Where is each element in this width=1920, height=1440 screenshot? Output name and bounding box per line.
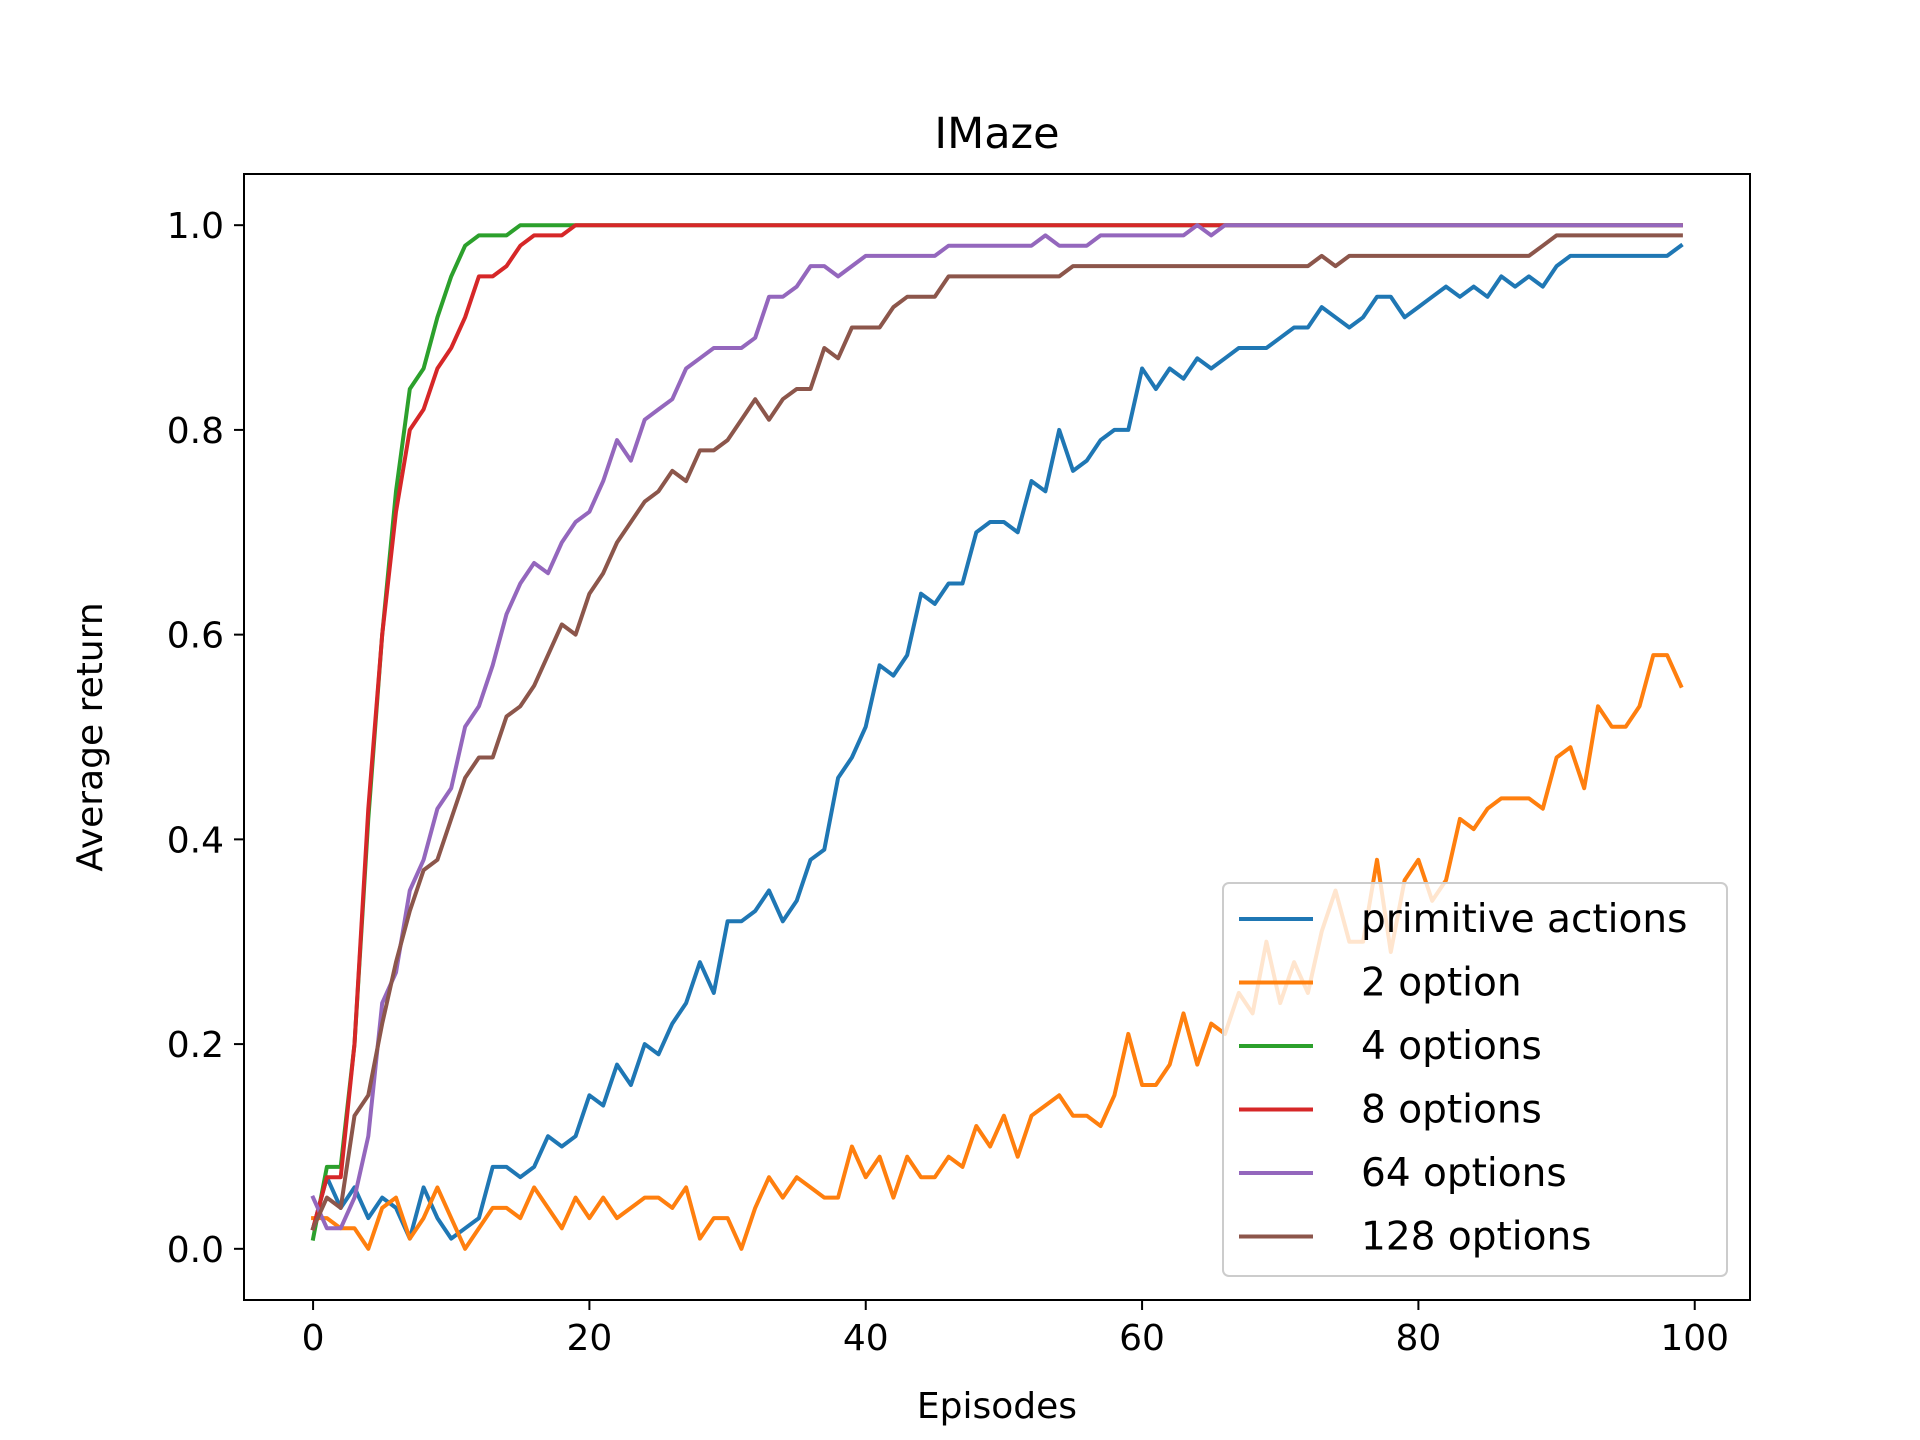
series-line-primitive-actions <box>310 242 1684 1241</box>
x-tick-label: 20 <box>567 1318 613 1359</box>
legend-label: 8 options <box>1361 1088 1542 1133</box>
legend: primitive actions 2 option 4 options 8 opti… <box>1222 882 1728 1277</box>
y-tick-label: 0.6 <box>167 616 224 657</box>
x-tick-label: 40 <box>843 1318 889 1359</box>
series-line-128-options <box>310 233 1683 1231</box>
legend-box <box>1222 882 1728 1277</box>
x-tick-label: 100 <box>1660 1318 1729 1359</box>
y-tick-label: 1.0 <box>167 206 224 247</box>
series-layer <box>310 223 1684 1251</box>
series-line-2-option <box>311 653 1684 1251</box>
plot-area-frame <box>243 173 1751 1301</box>
x-tick-label: 60 <box>1119 1318 1165 1359</box>
legend-label: 128 options <box>1361 1215 1591 1260</box>
legend-label: primitive actions <box>1361 897 1687 942</box>
legend-label: 4 options <box>1361 1024 1542 1069</box>
y-axis: 0.0 0.2 0.4 0.6 0.8 1.0 <box>167 206 244 1271</box>
x-tick-label: 80 <box>1395 1318 1441 1359</box>
chart-title: IMaze <box>934 109 1059 159</box>
x-tick-label: 0 <box>302 1318 325 1359</box>
y-axis-title: Average return <box>70 602 111 871</box>
legend-label: 64 options <box>1361 1151 1567 1196</box>
series-line-64-options <box>310 223 1683 1231</box>
y-tick-label: 0.8 <box>167 411 224 452</box>
legend-label: 2 option <box>1361 961 1522 1006</box>
x-axis-title: Episodes <box>917 1386 1077 1427</box>
y-tick-label: 0.2 <box>167 1025 224 1066</box>
x-axis: 0 20 40 60 80 100 <box>302 1300 1729 1359</box>
y-tick-label: 0.0 <box>167 1230 224 1271</box>
y-tick-label: 0.4 <box>167 820 224 861</box>
